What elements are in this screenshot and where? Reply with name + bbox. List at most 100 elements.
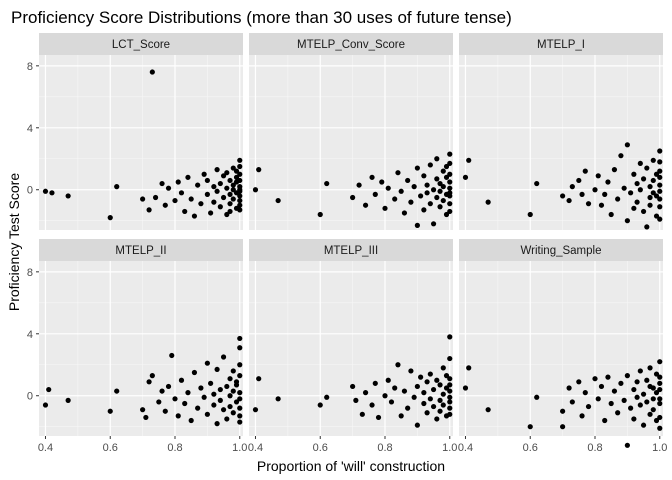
data-point <box>405 405 411 411</box>
data-point <box>624 373 630 379</box>
data-point <box>647 202 653 208</box>
data-point <box>624 442 630 448</box>
data-point <box>582 390 588 396</box>
data-point <box>440 168 446 174</box>
data-point <box>527 211 533 218</box>
data-point <box>657 414 663 421</box>
data-point <box>214 366 220 373</box>
data-point <box>443 163 450 170</box>
data-point <box>379 179 385 185</box>
data-point <box>230 182 236 188</box>
data-point <box>421 390 427 396</box>
data-point <box>146 207 152 213</box>
facet-strip-label: MTELP_II <box>115 245 166 257</box>
data-point <box>230 196 236 202</box>
data-point <box>385 377 391 383</box>
data-point <box>631 205 637 211</box>
data-point <box>149 69 155 75</box>
data-point <box>466 157 472 163</box>
data-point <box>582 168 588 174</box>
data-point <box>375 414 382 421</box>
data-point <box>107 215 113 221</box>
data-point <box>237 419 243 425</box>
data-point <box>637 187 643 193</box>
data-point <box>605 179 611 185</box>
data-point <box>162 408 168 414</box>
data-point <box>230 165 236 171</box>
data-point <box>624 142 630 148</box>
data-point <box>653 417 660 424</box>
data-point <box>204 191 210 197</box>
data-point <box>650 157 656 163</box>
data-point <box>175 179 181 185</box>
data-point <box>146 379 152 385</box>
data-point <box>447 394 453 400</box>
data-point <box>143 414 149 421</box>
data-point <box>411 184 417 190</box>
data-point <box>195 182 201 188</box>
data-point <box>237 396 243 402</box>
data-point <box>421 207 427 213</box>
data-point <box>647 411 653 417</box>
panel-background <box>249 261 453 436</box>
facet-strip <box>39 33 243 55</box>
data-point <box>237 202 243 208</box>
data-point <box>237 197 243 204</box>
data-point <box>579 191 585 197</box>
data-point <box>534 180 540 187</box>
data-point <box>188 196 194 202</box>
data-point <box>369 402 375 408</box>
data-point <box>224 211 230 218</box>
data-point <box>644 399 650 405</box>
data-point <box>169 352 175 359</box>
data-point <box>275 197 281 204</box>
data-point <box>443 385 450 391</box>
data-point <box>172 396 178 402</box>
data-point <box>224 383 230 390</box>
data-point <box>369 174 375 180</box>
y-tick-label: 0 <box>27 391 33 403</box>
data-point <box>382 393 388 399</box>
data-point <box>237 187 243 193</box>
data-point <box>650 190 656 196</box>
data-point <box>447 185 453 191</box>
data-point <box>447 411 453 417</box>
data-point <box>576 177 582 184</box>
data-point <box>615 196 621 202</box>
data-point <box>650 407 656 413</box>
data-point <box>214 167 220 173</box>
data-point <box>631 386 637 393</box>
data-point <box>440 391 446 397</box>
facet-strip-label: MTELP_Conv_Score <box>297 39 405 51</box>
data-point <box>227 376 233 382</box>
data-point <box>353 397 359 403</box>
data-point <box>208 210 214 216</box>
data-point <box>608 211 614 218</box>
data-point <box>437 180 443 187</box>
data-point <box>657 400 663 407</box>
data-point <box>640 391 647 397</box>
data-point <box>421 400 427 407</box>
data-point <box>634 199 640 205</box>
data-point <box>534 394 540 400</box>
data-point <box>414 422 420 428</box>
y-tick-label: 8 <box>27 61 33 73</box>
facet-strip-label: MTELP_III <box>324 245 378 257</box>
data-point <box>653 213 660 219</box>
data-point <box>430 386 437 393</box>
data-point <box>317 211 323 218</box>
data-point <box>443 174 450 180</box>
data-point <box>440 365 446 371</box>
data-point <box>447 382 453 388</box>
data-point <box>592 187 598 193</box>
data-point <box>214 421 220 427</box>
data-point <box>447 388 453 394</box>
data-point <box>657 174 663 180</box>
data-point <box>650 385 656 391</box>
data-point <box>637 160 643 167</box>
data-point <box>217 386 223 393</box>
data-point <box>430 221 437 227</box>
data-point <box>159 180 165 187</box>
x-tick-label: 1.0 <box>442 442 457 454</box>
data-point <box>395 170 401 176</box>
